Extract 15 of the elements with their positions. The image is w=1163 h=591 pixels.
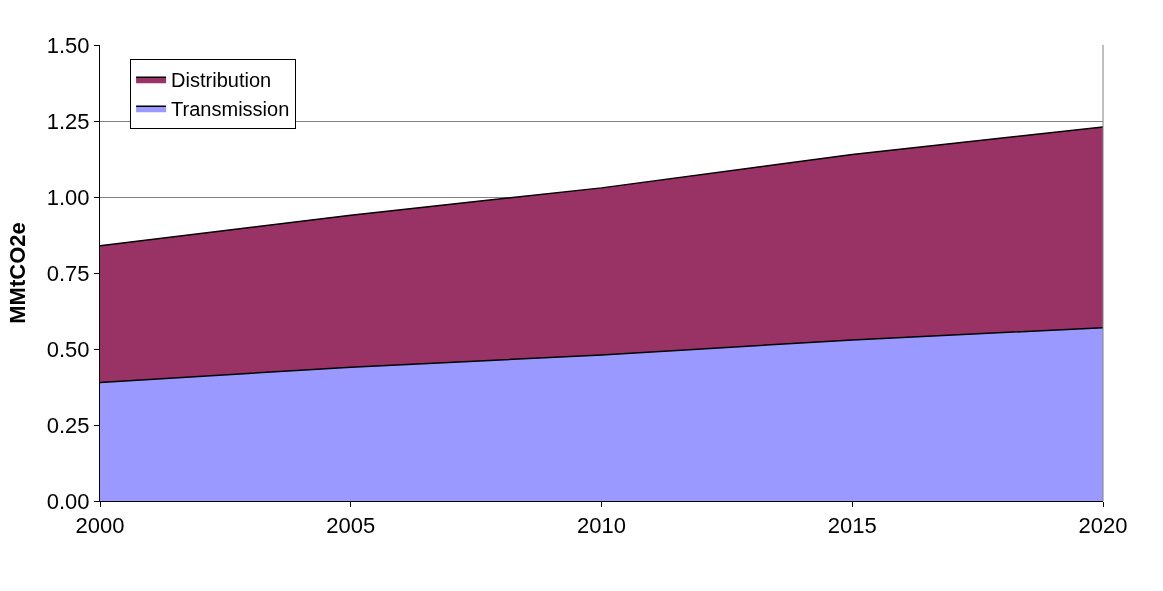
y-tick-label: 1.25 (46, 108, 90, 134)
y-axis-title: MMtCO2e (4, 222, 30, 324)
legend-label: Transmission (171, 97, 290, 120)
x-tick-label: 2005 (326, 513, 376, 539)
y-tick-label: 0.25 (46, 412, 90, 438)
y-tick-label: 0.50 (46, 336, 90, 362)
x-tick-label: 2000 (75, 513, 125, 539)
x-tick-label: 2015 (827, 513, 877, 539)
y-tick-label: 1.50 (46, 32, 90, 58)
y-tick-label: 0.00 (46, 488, 90, 514)
y-tick-label: 1.00 (46, 184, 90, 210)
x-tick-label: 2020 (1078, 513, 1128, 539)
x-tick-label: 2010 (577, 513, 626, 539)
y-tick-label: 0.75 (46, 260, 90, 286)
legend-label: Distribution (171, 68, 272, 91)
